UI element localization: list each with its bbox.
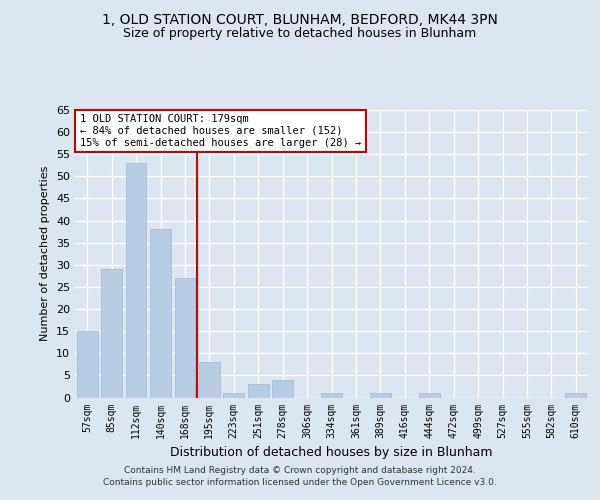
Text: 1, OLD STATION COURT, BLUNHAM, BEDFORD, MK44 3PN: 1, OLD STATION COURT, BLUNHAM, BEDFORD, … (102, 12, 498, 26)
Bar (150, 230, 171, 398)
Text: Contains HM Land Registry data © Crown copyright and database right 2024.: Contains HM Land Registry data © Crown c… (124, 466, 476, 475)
Text: 1 OLD STATION COURT: 179sqm
← 84% of detached houses are smaller (152)
15% of se: 1 OLD STATION COURT: 179sqm ← 84% of det… (80, 114, 361, 148)
Bar (199, 362, 220, 398)
Text: Contains public sector information licensed under the Open Government Licence v3: Contains public sector information licen… (103, 478, 497, 487)
Text: Size of property relative to detached houses in Blunham: Size of property relative to detached ho… (124, 28, 476, 40)
Bar (125, 163, 146, 398)
Bar (77, 331, 98, 398)
Bar (370, 393, 391, 398)
X-axis label: Distribution of detached houses by size in Blunham: Distribution of detached houses by size … (170, 446, 493, 459)
Bar (321, 393, 342, 398)
Y-axis label: Number of detached properties: Number of detached properties (40, 166, 50, 342)
Bar (419, 393, 440, 398)
Bar (272, 380, 293, 398)
Bar (101, 269, 122, 398)
Bar (248, 384, 269, 398)
Bar (565, 393, 586, 398)
Bar (223, 393, 244, 398)
Bar (175, 278, 196, 398)
